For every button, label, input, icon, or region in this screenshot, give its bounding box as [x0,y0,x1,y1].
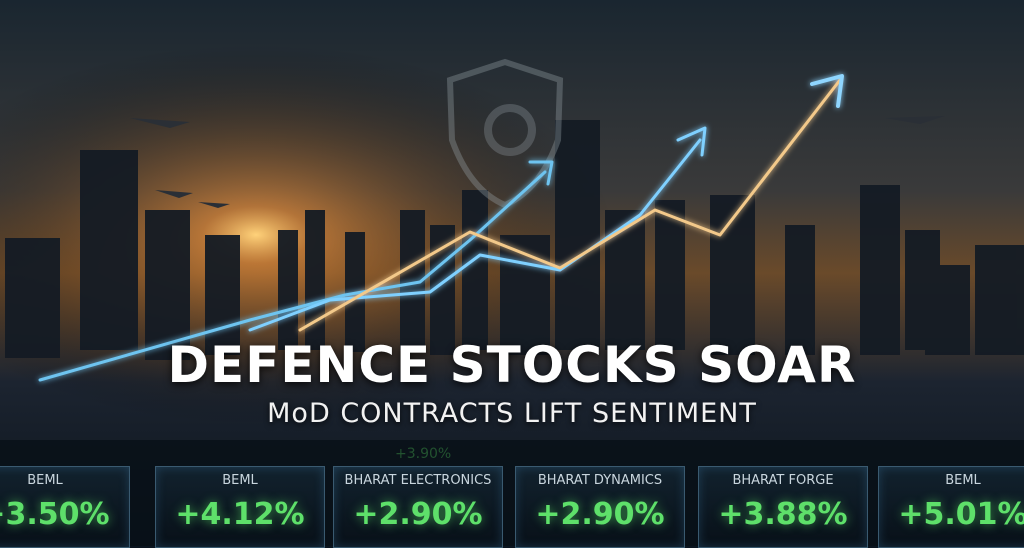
ticker-change: +5.01% [898,497,1024,532]
ticker-change: +2.90% [535,497,665,532]
ticker-tile: BHARAT DYNAMICS +2.90% [515,466,685,548]
faded-ticker: +3.90% [395,446,452,462]
ticker-tile: BHARAT FORGE +3.88% [698,466,868,548]
ticker-name: BEML [27,473,63,488]
headline-subtitle: MoD CONTRACTS LIFT SENTIMENT [267,398,757,429]
ticker-tile: BEML +3.50% [0,466,130,548]
ticker-name: BHARAT DYNAMICS [537,473,663,488]
ticker-tile: BEML +5.01% [878,466,1024,548]
ticker-change: +3.50% [0,497,110,532]
ticker-tile: BEML +4.12% [155,466,325,548]
ticker-name: BEML [945,473,981,488]
headline-title: DEFENCE STOCKS SOAR [167,336,857,394]
ticker-name: BHARAT ELECTRONICS [344,473,492,488]
ticker-change: +2.90% [353,497,483,532]
ticker-name: BHARAT FORGE [732,473,834,488]
ticker-change: +3.88% [718,497,848,532]
ticker-change: +4.12% [175,497,305,532]
ticker-tile: BHARAT ELECTRONICS +2.90% [333,466,503,548]
ticker-name: BEML [222,473,258,488]
